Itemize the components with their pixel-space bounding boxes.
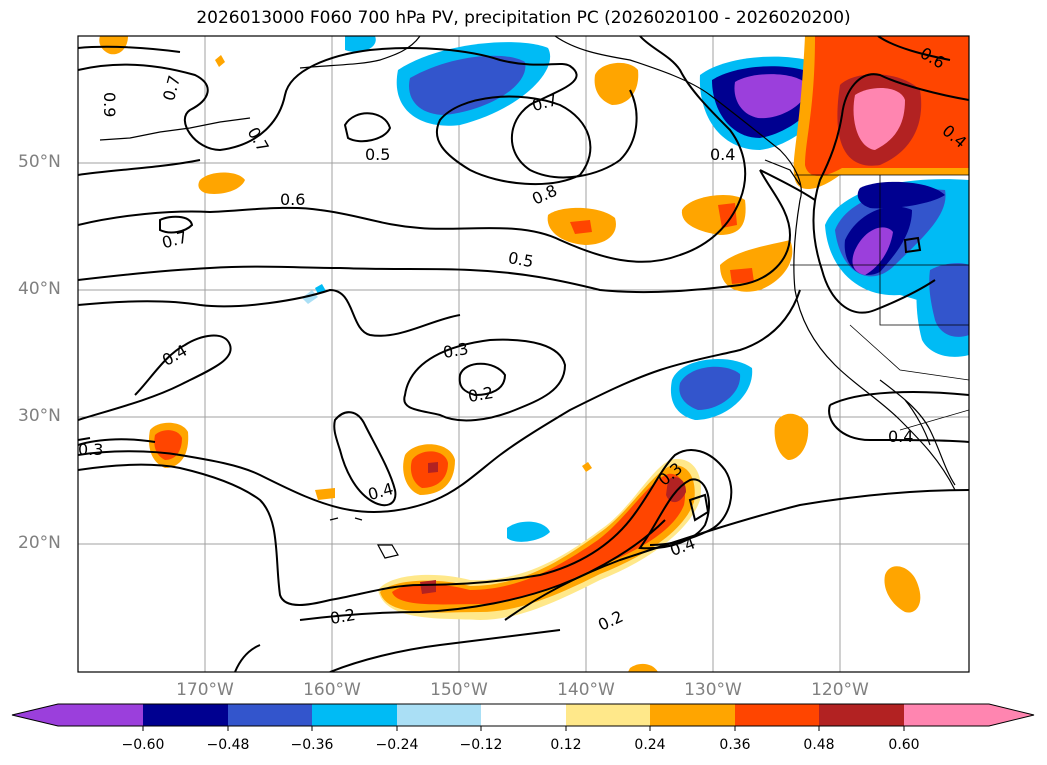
map-frame (77, 35, 970, 673)
colorbar-extend-high (989, 704, 1034, 726)
lon-label: 160°W (303, 680, 361, 700)
precip-negative-regions (302, 36, 969, 542)
colorbar-tick-label: 0.12 (550, 737, 582, 753)
contour-label: 0.5 (507, 248, 535, 271)
lon-label: 130°W (684, 680, 742, 700)
colorbar-tick-label: 0.24 (634, 737, 666, 753)
colorbar-tick-label: −0.60 (121, 737, 165, 753)
colorbar-tick-label: −0.24 (375, 737, 419, 753)
contour-label: 0.3 (78, 440, 103, 459)
colorbar-tick-label: −0.12 (459, 737, 503, 753)
colorbar (11, 703, 1035, 731)
contour-label: 0.3 (441, 339, 469, 362)
colorbar-tick-label: 0.48 (803, 737, 835, 753)
colorbar-extend-low (12, 704, 58, 726)
lon-label: 170°W (176, 680, 234, 700)
contour-label: 0.6 (280, 190, 305, 209)
colorbar-tick-label: −0.36 (290, 737, 334, 753)
contour-label: 0.2 (466, 383, 494, 406)
coastlines (99, 36, 956, 559)
lon-label: 150°W (430, 680, 488, 700)
contour-label: 0.5 (365, 145, 390, 164)
contour-label: 0.4 (710, 145, 735, 164)
lat-label: 50°N (18, 152, 61, 172)
precip-positive-regions (99, 36, 969, 672)
lat-label: 40°N (18, 279, 61, 299)
contour-label: 0.2 (328, 605, 356, 628)
colorbar-tick-label: −0.48 (206, 737, 250, 753)
lat-label: 20°N (18, 533, 61, 553)
lon-label: 140°W (557, 680, 615, 700)
contour-label: 0.9 (100, 92, 119, 117)
lon-label: 120°W (811, 680, 869, 700)
lat-label: 30°N (18, 406, 61, 426)
contour-label: 0.4 (888, 427, 913, 446)
map-title: 2026013000 F060 700 hPa PV, precipitatio… (196, 8, 851, 28)
colorbar-tick-label: 0.60 (888, 737, 920, 753)
colorbar-tick-label: 0.36 (719, 737, 751, 753)
pv-contours (78, 36, 969, 672)
